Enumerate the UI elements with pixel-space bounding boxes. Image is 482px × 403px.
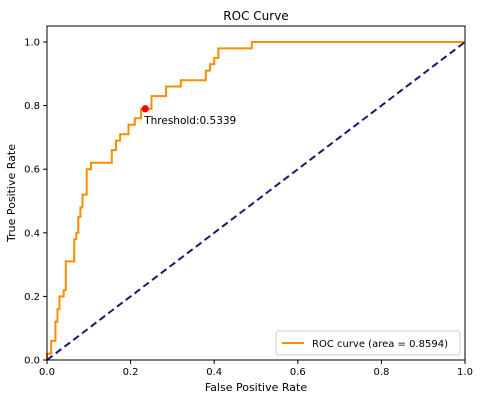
x-tick-label: 0.2 [123,367,139,378]
x-tick-label: 1.0 [457,367,473,378]
x-axis-title: False Positive Rate [205,381,307,394]
chance-diagonal-line [46,41,466,361]
y-axis-title: True Positive Rate [5,144,18,243]
threshold-marker [141,105,149,113]
x-tick-label: 0.4 [206,367,222,378]
roc-curve-line [46,41,465,360]
x-tick-label: 0.0 [39,367,55,378]
x-tick-label: 0.6 [290,367,306,378]
plot-area: Threshold:0.5339 [46,41,466,361]
legend: ROC curve (area = 0.8594) [275,330,461,356]
axis-ticks: 0.0 0.2 0.4 0.6 0.8 1.0 0.0 0.2 0.4 0.6 0.8 1.0 [24,38,473,379]
y-tick-label: 0.0 [24,356,40,367]
threshold-annotation: Threshold:0.5339 [143,115,236,127]
legend-box [275,330,461,356]
y-tick-label: 0.8 [24,101,40,112]
plot-frame [46,25,466,361]
legend-label: ROC curve (area = 0.8594) [312,339,448,350]
y-tick-label: 1.0 [24,38,40,49]
y-tick-label: 0.2 [24,292,40,303]
y-tick-label: 0.6 [24,165,40,176]
chart-title: ROC Curve [223,9,288,23]
x-tick-label: 0.8 [373,367,389,378]
y-tick-label: 0.4 [24,228,40,239]
